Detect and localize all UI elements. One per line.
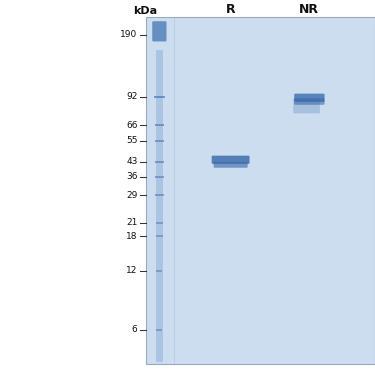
Bar [155,176,164,178]
Text: 21: 21 [126,218,138,227]
FancyBboxPatch shape [293,98,320,113]
Bar [154,161,164,163]
FancyBboxPatch shape [294,94,324,102]
Text: 55: 55 [126,136,138,145]
Bar [154,96,165,98]
Text: 18: 18 [126,231,138,240]
Bar [156,235,163,237]
Bar [146,17,375,364]
Text: 6: 6 [132,326,138,334]
Text: 190: 190 [120,30,138,39]
Text: 92: 92 [126,92,138,101]
FancyBboxPatch shape [152,21,166,42]
Text: kDa: kDa [133,6,157,16]
Bar [154,140,164,142]
Text: R: R [226,3,236,16]
Bar [155,194,164,196]
Text: 66: 66 [126,121,138,130]
Text: 29: 29 [126,191,138,200]
Bar [156,222,163,224]
Bar [154,124,164,126]
Text: NR: NR [299,3,320,16]
Text: 36: 36 [126,172,138,182]
Text: 43: 43 [126,157,138,166]
FancyBboxPatch shape [214,162,248,168]
Bar [156,50,163,362]
FancyBboxPatch shape [294,98,324,105]
FancyBboxPatch shape [211,156,250,164]
Bar [156,270,162,272]
Text: 12: 12 [126,266,138,275]
Bar [156,329,162,331]
